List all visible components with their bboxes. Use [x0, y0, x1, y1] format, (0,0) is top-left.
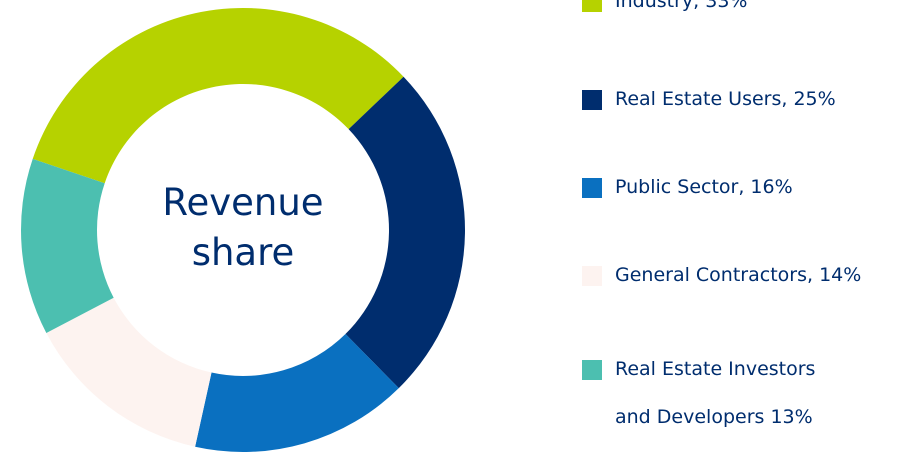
donut-segment	[32, 7, 404, 184]
legend-swatch	[582, 90, 602, 110]
donut-chart	[21, 7, 465, 453]
legend-label: Real Estate Users, 25%	[615, 88, 836, 110]
legend-label: Public Sector, 16%	[615, 176, 793, 198]
legend-swatch	[582, 178, 602, 198]
legend-swatch	[582, 266, 602, 286]
donut-segment	[46, 297, 212, 447]
legend-label: General Contractors, 14%	[615, 264, 862, 286]
chart-title: Revenue share	[162, 181, 324, 274]
legend-label: Real Estate Investors and Developers 13%	[615, 358, 816, 428]
legend-swatch	[582, 360, 602, 380]
legend-label: Industry, 33%	[615, 0, 748, 12]
donut-segment	[21, 158, 114, 333]
donut-segment	[345, 76, 465, 389]
donut-segment	[195, 334, 399, 453]
legend-swatch	[582, 0, 602, 12]
